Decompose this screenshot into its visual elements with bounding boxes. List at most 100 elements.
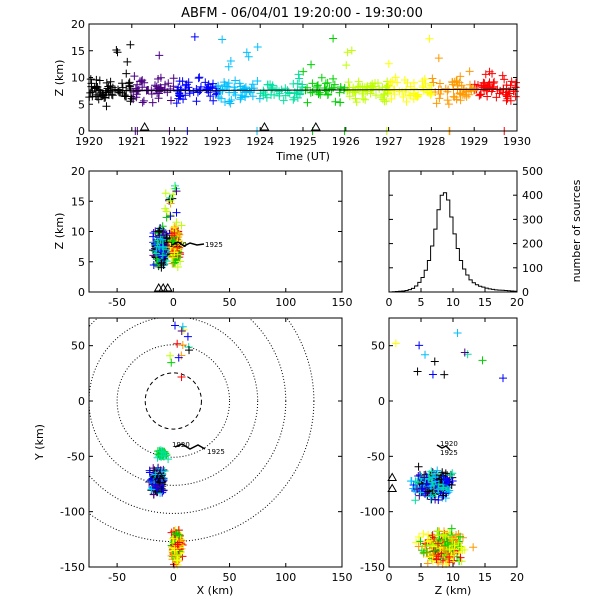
time-height-source (152, 82, 161, 91)
time-height-source (400, 76, 409, 85)
z-y-source (428, 478, 437, 487)
time-height-source (465, 67, 474, 76)
time-height-source (359, 94, 368, 103)
time-height-x-ticks: 1920 1921 1922 1923 1924 1925 1926 1927 1928 1929… (75, 24, 531, 148)
plan-view-source (178, 322, 187, 331)
x-z-source (172, 218, 181, 227)
x-z-source (153, 238, 162, 247)
time-height-source (432, 99, 441, 108)
x-z-panel: 1920 1925 -50 0 50 100 150 0 5 10 15 20 Z (km) (53, 165, 353, 309)
time-height-source (469, 86, 478, 95)
station-marker (259, 121, 270, 131)
time-height-source (470, 80, 479, 89)
x-z-frame (88, 170, 343, 293)
time-height-source (324, 90, 333, 99)
z-y-source (460, 348, 469, 357)
z-y-source (448, 533, 457, 542)
time-height-source (127, 94, 136, 103)
x-z-source (170, 248, 179, 257)
time-height-source (428, 74, 437, 83)
time-height-source (209, 96, 218, 105)
time-height-source (194, 74, 203, 83)
z-y-x-label: Z (km) (435, 584, 472, 597)
range-ring (89, 318, 287, 514)
time-height-source (289, 79, 298, 88)
time-height-source (175, 77, 184, 86)
time-height-source (190, 32, 199, 41)
x-z-source (166, 196, 175, 205)
time-height-source (225, 88, 234, 97)
z-y-source (420, 473, 429, 482)
z-y-y-ticks: -150 -100 -50 0 50 (360, 340, 517, 574)
time-height-source (361, 87, 370, 96)
plan-view-source (152, 484, 161, 493)
x-z-source (170, 229, 179, 238)
plan-view-source (185, 346, 194, 355)
time-height-source (172, 99, 181, 108)
time-height-source (344, 78, 353, 87)
time-height-source (419, 86, 428, 95)
range-ring (89, 318, 259, 486)
time-height-source (387, 94, 396, 103)
x-z-x-ticks: -50 0 50 100 150 (108, 171, 353, 309)
x-tick-label: 0 (170, 296, 177, 309)
z-y-source (442, 479, 451, 488)
y-tick-label: 15 (71, 195, 85, 208)
time-height-frame (88, 23, 518, 132)
z-y-track-end-label: 1925 (440, 449, 458, 457)
x-z-track: 1920 1925 (169, 241, 223, 249)
time-height-source (279, 96, 288, 105)
x-tick-label: 10 (446, 571, 460, 584)
time-height-source (331, 97, 340, 106)
x-z-source (161, 204, 170, 213)
y-tick-label: 5 (78, 98, 85, 111)
time-height-source (204, 88, 213, 97)
y-tick-label: 20 (71, 165, 85, 178)
z-y-source (423, 548, 432, 557)
plan-view-source (171, 321, 180, 330)
plan-view-source (183, 332, 192, 341)
x-z-source (149, 260, 158, 269)
z-y-source (434, 480, 443, 489)
z-y-source (442, 485, 451, 494)
plan-view-source (174, 353, 183, 362)
x-tick-label: 1928 (417, 135, 445, 148)
time-height-source (507, 77, 516, 86)
plan-view-source (147, 485, 156, 494)
plan-view-source (159, 486, 168, 495)
z-y-source (453, 552, 462, 561)
time-height-source (225, 97, 234, 106)
time-height-source (193, 88, 202, 97)
time-height-source (156, 83, 165, 92)
time-height-source (95, 76, 104, 85)
time-height-source (378, 95, 387, 104)
x-tick-label: 1926 (332, 135, 360, 148)
time-height-source (259, 88, 268, 97)
y-tick-label: -50 (67, 450, 85, 463)
time-height-source (351, 94, 360, 103)
time-height-source (444, 100, 453, 109)
time-height-source (235, 79, 244, 88)
x-tick-label: 20 (510, 296, 524, 309)
plan-view-source (177, 326, 186, 335)
time-height-source (102, 102, 111, 111)
y-tick-label: 10 (71, 72, 85, 85)
x-z-source (151, 249, 160, 258)
time-height-source (363, 82, 372, 91)
time-height-source (502, 84, 511, 93)
plan-view-source (173, 339, 182, 348)
x-z-source (157, 259, 166, 268)
time-height-source (224, 62, 233, 71)
range-ring (116, 344, 231, 458)
time-height-source (480, 79, 489, 88)
plan-view-source (172, 551, 181, 560)
plan-view-station-markers (154, 470, 166, 484)
plan-view-source (149, 464, 158, 473)
time-height-source (505, 89, 514, 98)
x-z-source (159, 228, 168, 237)
time-height-source (220, 78, 229, 87)
time-height-source (167, 96, 176, 105)
time-height-source (434, 54, 443, 63)
z-y-source (456, 532, 465, 541)
z-y-source (416, 537, 425, 546)
